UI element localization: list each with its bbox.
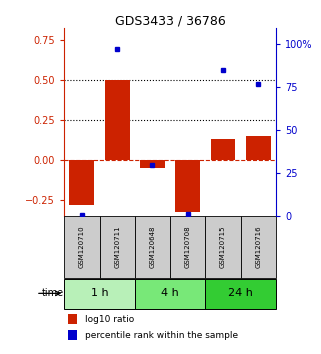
Bar <box>105 80 129 160</box>
Text: time: time <box>42 289 64 298</box>
Text: GSM120648: GSM120648 <box>150 226 155 268</box>
Bar <box>211 139 235 160</box>
Bar <box>246 136 271 160</box>
Bar <box>68 314 77 324</box>
FancyBboxPatch shape <box>100 216 135 278</box>
Bar <box>69 160 94 205</box>
Text: 24 h: 24 h <box>228 289 253 298</box>
Text: GSM120716: GSM120716 <box>256 225 261 268</box>
Text: GSM120715: GSM120715 <box>220 226 226 268</box>
Bar <box>140 160 165 168</box>
FancyBboxPatch shape <box>170 216 205 278</box>
Text: GSM120711: GSM120711 <box>114 225 120 268</box>
FancyBboxPatch shape <box>241 216 276 278</box>
FancyBboxPatch shape <box>205 279 276 309</box>
Text: percentile rank within the sample: percentile rank within the sample <box>85 331 239 339</box>
Text: 4 h: 4 h <box>161 289 179 298</box>
FancyBboxPatch shape <box>64 279 135 309</box>
FancyBboxPatch shape <box>205 216 241 278</box>
FancyBboxPatch shape <box>64 216 100 278</box>
Title: GDS3433 / 36786: GDS3433 / 36786 <box>115 14 226 27</box>
Text: GSM120708: GSM120708 <box>185 225 191 268</box>
Text: GSM120710: GSM120710 <box>79 225 85 268</box>
Text: 1 h: 1 h <box>91 289 108 298</box>
Bar <box>175 160 200 212</box>
FancyBboxPatch shape <box>135 216 170 278</box>
Text: log10 ratio: log10 ratio <box>85 315 134 324</box>
Bar <box>68 330 77 340</box>
FancyBboxPatch shape <box>135 279 205 309</box>
